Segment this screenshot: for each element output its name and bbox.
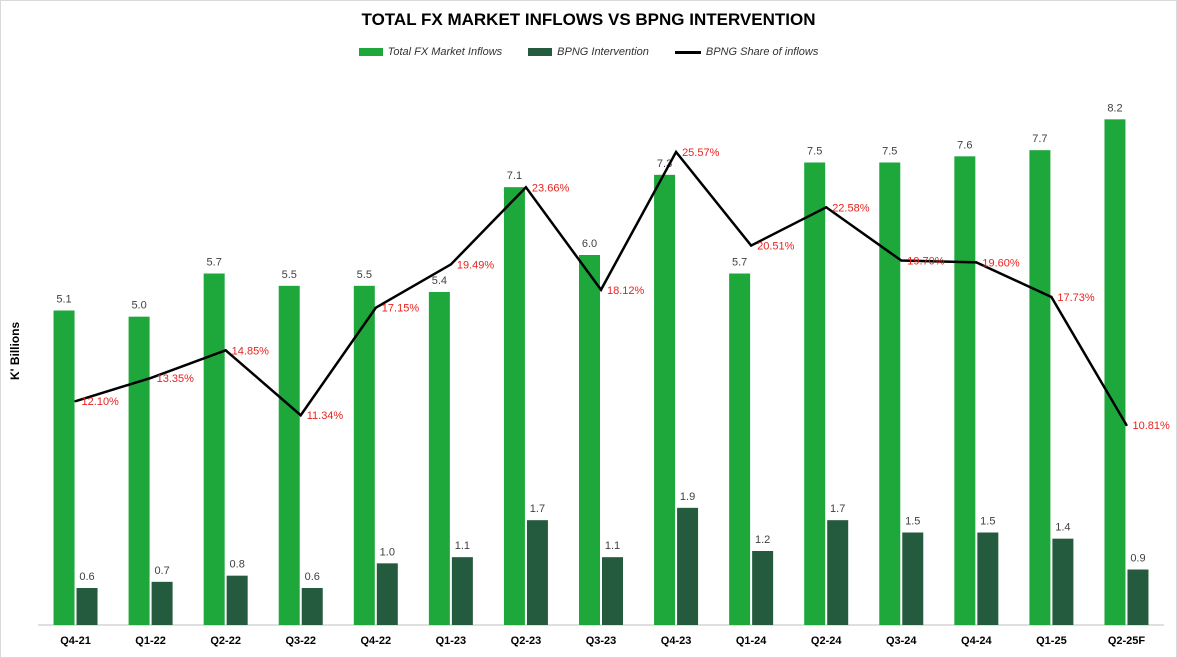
y-axis-label: K' Billions <box>8 321 22 380</box>
legend-swatch-inflows <box>358 48 383 56</box>
legend-label-inflows: Total FX Market Inflows <box>387 46 503 58</box>
legend-label-intervention: BPNG Intervention <box>557 46 649 58</box>
legend-swatch-share <box>674 50 701 54</box>
legend-item-share: BPNG Share of inflows <box>674 46 819 58</box>
chart-title: TOTAL FX MARKET INFLOWS VS BPNG INTERVEN… <box>361 10 816 29</box>
legend-swatch-intervention <box>528 48 553 56</box>
chart-legend: Total FX Market Inflows BPNG Interventio… <box>0 46 1177 58</box>
legend-item-inflows: Total FX Market Inflows <box>358 46 503 58</box>
legend-item-intervention: BPNG Intervention <box>528 46 649 58</box>
legend-label-share: BPNG Share of inflows <box>705 46 819 58</box>
